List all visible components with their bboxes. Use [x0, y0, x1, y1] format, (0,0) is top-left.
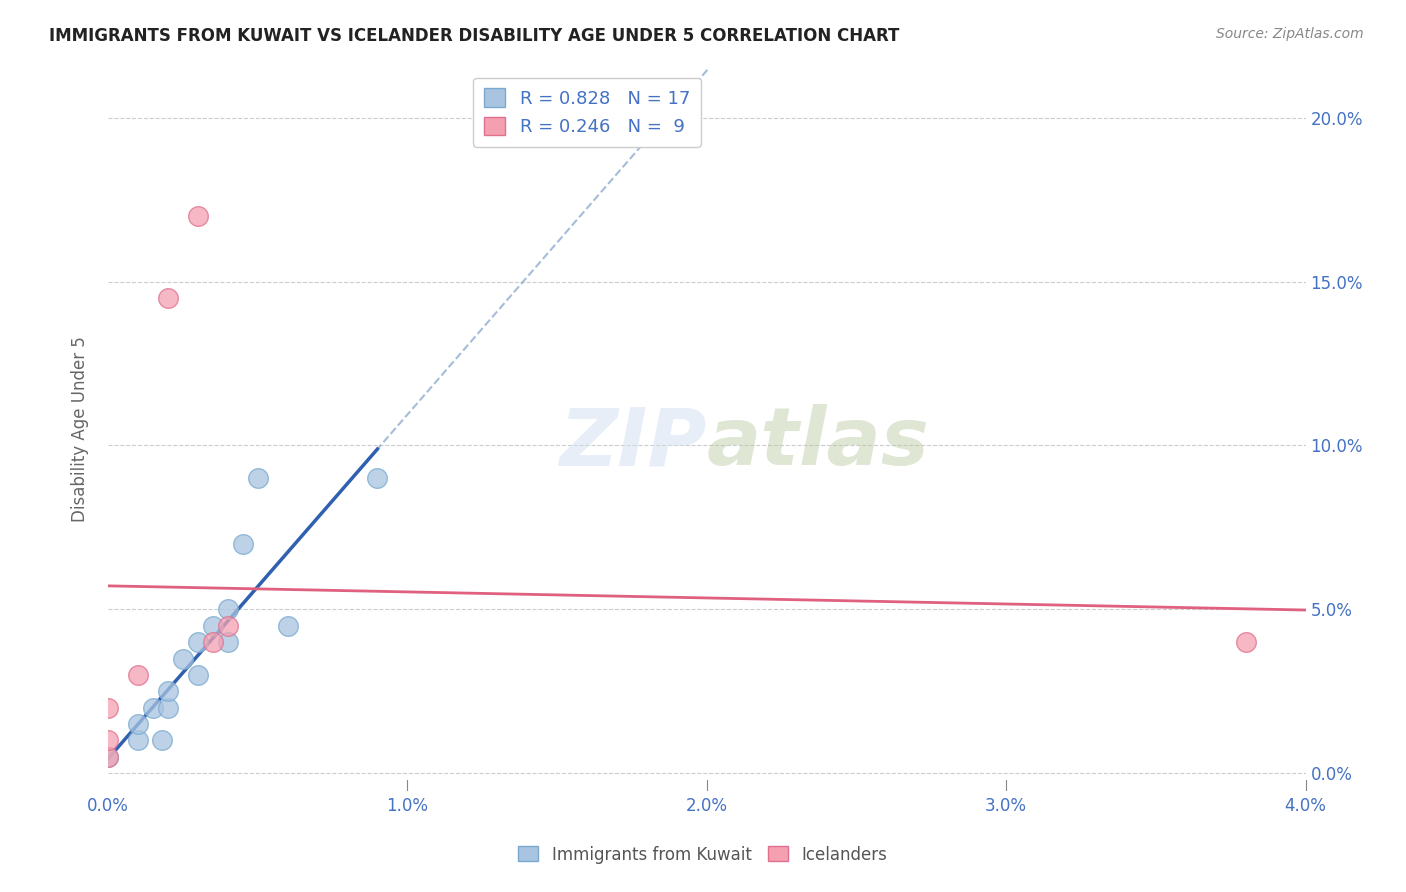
Text: IMMIGRANTS FROM KUWAIT VS ICELANDER DISABILITY AGE UNDER 5 CORRELATION CHART: IMMIGRANTS FROM KUWAIT VS ICELANDER DISA…	[49, 27, 900, 45]
Text: ZIP: ZIP	[560, 404, 707, 483]
Y-axis label: Disability Age Under 5: Disability Age Under 5	[72, 336, 89, 522]
Point	[187, 635, 209, 649]
Point	[127, 733, 149, 747]
Point	[217, 602, 239, 616]
Point	[97, 749, 120, 764]
Point	[217, 618, 239, 632]
Point	[246, 471, 269, 485]
Legend: Immigrants from Kuwait, Icelanders: Immigrants from Kuwait, Icelanders	[512, 839, 894, 871]
Point	[187, 668, 209, 682]
Point	[127, 668, 149, 682]
Point	[232, 537, 254, 551]
Legend: R = 0.828   N = 17, R = 0.246   N =  9: R = 0.828 N = 17, R = 0.246 N = 9	[472, 78, 702, 147]
Point	[187, 209, 209, 223]
Point	[156, 684, 179, 698]
Point	[97, 733, 120, 747]
Point	[366, 471, 388, 485]
Text: Source: ZipAtlas.com: Source: ZipAtlas.com	[1216, 27, 1364, 41]
Text: atlas: atlas	[707, 404, 929, 483]
Point	[127, 717, 149, 731]
Point	[217, 635, 239, 649]
Point	[142, 700, 165, 714]
Point	[150, 733, 173, 747]
Point	[1234, 635, 1257, 649]
Point	[156, 291, 179, 305]
Point	[277, 618, 299, 632]
Point	[201, 618, 224, 632]
Point	[156, 700, 179, 714]
Point	[97, 749, 120, 764]
Point	[97, 700, 120, 714]
Point	[201, 635, 224, 649]
Point	[172, 651, 194, 665]
